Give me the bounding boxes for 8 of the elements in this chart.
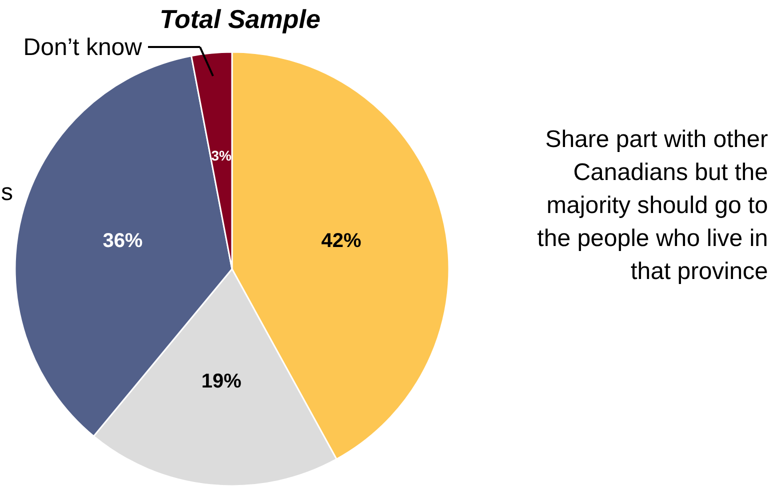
slice-label: Share part with other Canadians but the majority should go to the people who live in that province xyxy=(537,126,768,285)
data-label: 19% xyxy=(201,370,242,392)
slice-label: Don’t know xyxy=(23,34,143,61)
data-label: 3% xyxy=(211,148,232,164)
data-label: 36% xyxy=(102,230,143,252)
chart-title: Total Sample xyxy=(160,4,320,34)
slice-label: s xyxy=(1,179,13,206)
data-label: 42% xyxy=(321,230,362,252)
